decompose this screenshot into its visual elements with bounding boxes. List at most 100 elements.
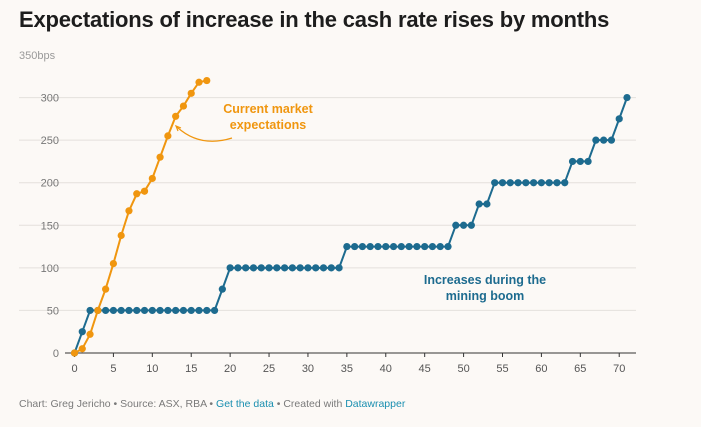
data-point [312, 264, 320, 272]
data-point [179, 306, 188, 315]
data-point [78, 345, 86, 353]
data-point [156, 306, 164, 315]
data-point [148, 174, 156, 183]
data-point [553, 179, 561, 187]
series-line-0 [74, 79, 208, 354]
x-tick-label: 60 [535, 363, 547, 375]
y-tick-label: 250 [41, 135, 59, 147]
data-point [164, 132, 172, 140]
data-point [117, 231, 125, 240]
data-point [405, 242, 413, 251]
axes: 0 50 100 150 200 250 300 350bps 0 5 10 15 20 25 30 35 40… [19, 50, 636, 375]
data-point [296, 264, 304, 272]
data-point [172, 306, 180, 315]
data-point [109, 306, 118, 315]
x-tick-label: 55 [496, 363, 508, 375]
chart-footer: Chart: Greg Jericho • Source: ASX, RBA •… [19, 398, 405, 410]
data-point [203, 76, 211, 85]
data-point [218, 285, 226, 293]
data-point [249, 264, 258, 272]
data-point [545, 179, 553, 187]
y-unit-label: 350bps [19, 50, 56, 62]
annotation-mining-boom: Increases during the [424, 273, 546, 287]
data-point [179, 102, 188, 110]
data-point [78, 328, 86, 336]
data-point [358, 242, 367, 251]
series [70, 76, 631, 357]
chart-title: Expectations of increase in the cash rat… [19, 7, 610, 32]
data-point [265, 264, 273, 272]
data-point [568, 157, 577, 166]
data-point [172, 112, 180, 120]
y-tick-label: 300 [41, 93, 59, 105]
data-point [133, 190, 141, 198]
data-point [397, 242, 405, 251]
x-tick-label: 45 [419, 363, 431, 375]
data-point [366, 242, 374, 251]
data-point [70, 349, 79, 357]
data-point [109, 260, 118, 268]
annotation-current-market: expectations [230, 118, 306, 132]
data-point [343, 242, 351, 251]
data-point [86, 306, 94, 315]
y-tick-label: 200 [41, 178, 59, 190]
data-point [374, 242, 382, 251]
data-point [514, 179, 522, 187]
data-point [413, 242, 421, 251]
data-point [467, 221, 475, 229]
data-point [600, 136, 608, 144]
data-point [421, 242, 429, 251]
data-point [459, 221, 468, 229]
data-point [452, 221, 460, 229]
data-point [389, 242, 398, 251]
annotation-arrow-current [176, 126, 233, 142]
data-point [125, 207, 133, 215]
x-tick-label: 15 [185, 363, 197, 375]
data-point [187, 306, 195, 315]
data-point [273, 264, 281, 272]
data-point [607, 136, 616, 144]
data-point [382, 242, 390, 251]
data-point [234, 264, 242, 272]
x-tick-label: 20 [224, 363, 236, 375]
data-point [242, 264, 250, 272]
data-point [615, 115, 623, 123]
annotation-mining-boom: mining boom [446, 289, 524, 303]
data-point [226, 264, 234, 272]
data-point [491, 179, 499, 187]
x-tick-label: 65 [574, 363, 586, 375]
data-point [281, 264, 289, 272]
data-point [319, 264, 328, 272]
data-point [187, 89, 195, 97]
annotation-current-market: Current market [223, 102, 313, 116]
data-point [475, 200, 483, 208]
x-tick-label: 10 [146, 363, 158, 375]
data-point [530, 179, 538, 187]
data-point [140, 187, 149, 195]
data-point [537, 179, 546, 187]
data-point [195, 306, 203, 315]
get-data-link[interactable]: Get the data [216, 398, 274, 410]
x-tick-label: 5 [110, 363, 116, 375]
data-point [436, 242, 444, 251]
data-point [498, 179, 507, 187]
datawrapper-link[interactable]: Datawrapper [345, 398, 406, 410]
data-point [351, 242, 359, 251]
data-point [335, 264, 343, 272]
data-point [156, 153, 164, 161]
annotations: Current market expectations Increases duri… [174, 102, 546, 303]
data-point [210, 306, 219, 315]
y-tick-label: 50 [47, 305, 59, 317]
x-tick-label: 25 [263, 363, 275, 375]
data-point [592, 136, 600, 144]
footer-created: • Created with [273, 398, 346, 410]
data-point [522, 179, 530, 187]
data-point [94, 306, 102, 315]
x-tick-label: 40 [380, 363, 392, 375]
data-point [86, 330, 94, 338]
data-point [444, 242, 452, 251]
x-tick-label: 30 [302, 363, 314, 375]
y-tick-label: 150 [41, 220, 59, 232]
data-point [140, 306, 149, 315]
